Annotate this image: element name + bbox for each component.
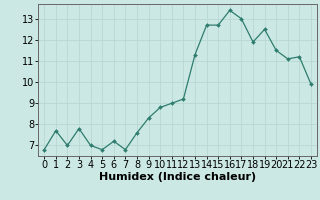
X-axis label: Humidex (Indice chaleur): Humidex (Indice chaleur) [99,172,256,182]
